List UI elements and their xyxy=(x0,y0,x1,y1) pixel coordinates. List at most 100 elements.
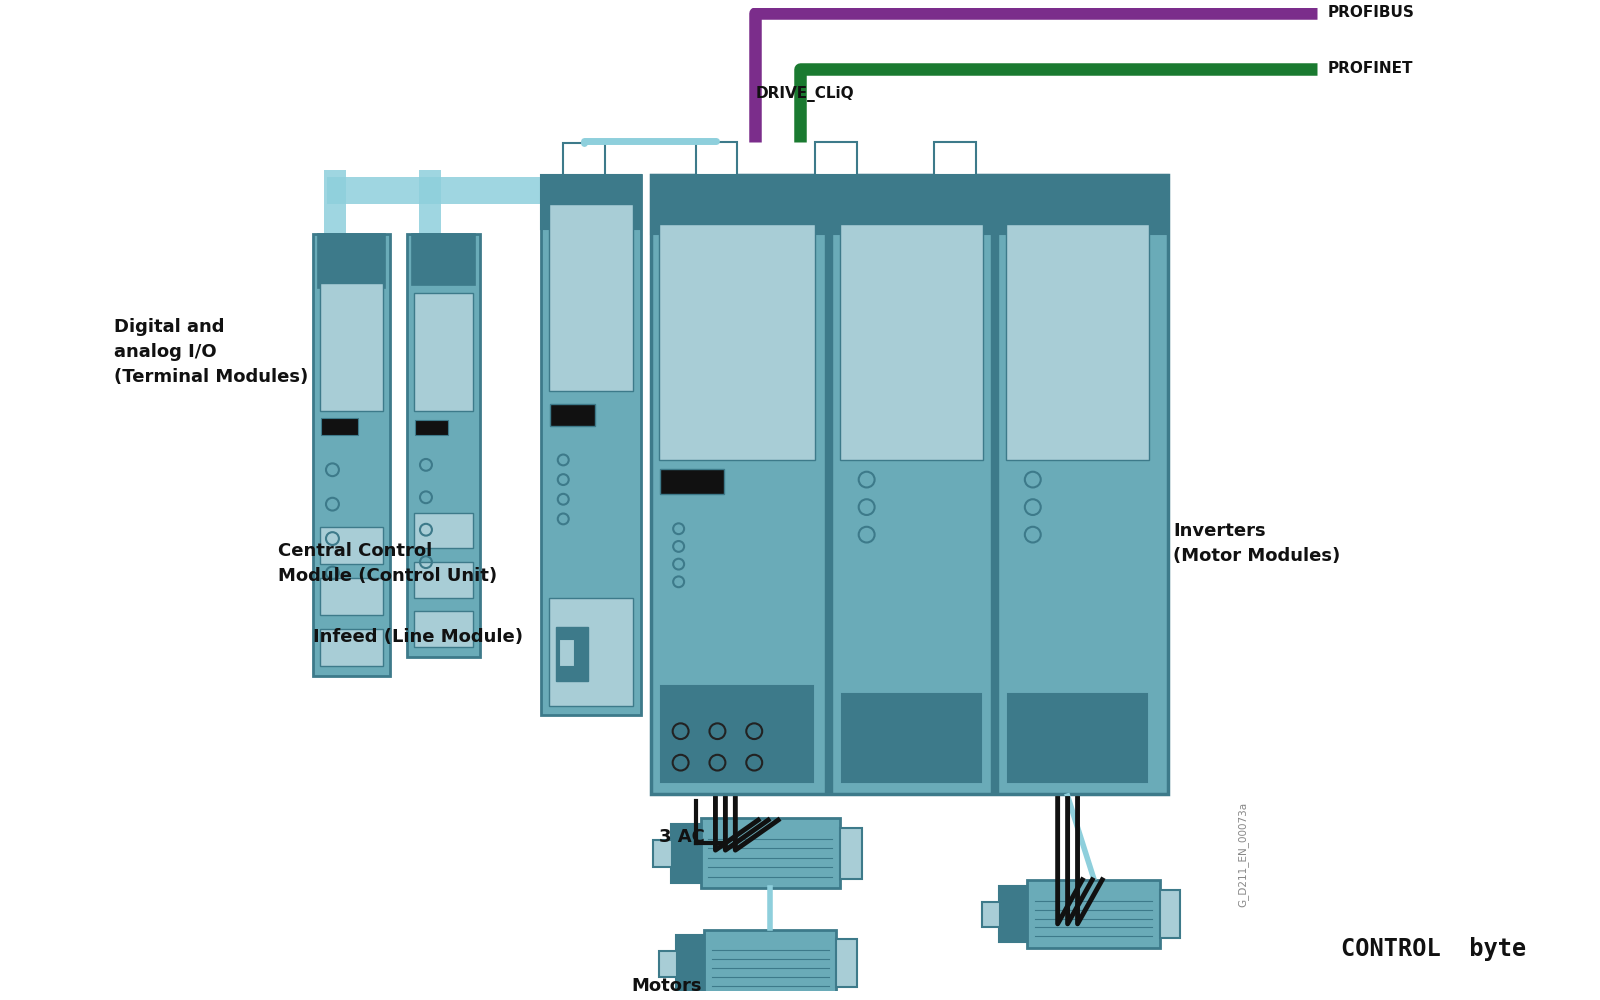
Bar xyxy=(451,234,456,248)
Bar xyxy=(1006,224,1149,460)
Bar xyxy=(675,935,704,991)
Bar xyxy=(837,939,858,987)
Bar xyxy=(982,902,1000,927)
Bar xyxy=(725,175,734,190)
Bar xyxy=(670,824,701,883)
Bar xyxy=(979,175,989,190)
Bar xyxy=(990,175,998,794)
Bar xyxy=(606,175,611,190)
Bar xyxy=(325,170,346,239)
Bar xyxy=(934,142,976,175)
Bar xyxy=(1013,175,1022,190)
Bar xyxy=(414,513,472,548)
Bar xyxy=(840,828,862,879)
Bar xyxy=(1070,175,1080,190)
Bar xyxy=(584,175,589,190)
Bar xyxy=(312,234,390,676)
Bar xyxy=(1002,175,1011,190)
Bar xyxy=(563,143,605,175)
Bar xyxy=(320,629,382,666)
Bar xyxy=(704,930,837,997)
Bar xyxy=(659,951,677,977)
Bar xyxy=(590,175,595,190)
Bar xyxy=(336,234,341,249)
Bar xyxy=(414,420,448,435)
Text: PROFIBUS: PROFIBUS xyxy=(1328,5,1414,20)
Bar xyxy=(368,234,373,249)
Bar xyxy=(1037,175,1046,190)
Bar xyxy=(1008,694,1147,782)
Bar xyxy=(826,175,832,794)
Text: Central Control
Module (Control Unit): Central Control Module (Control Unit) xyxy=(278,542,498,585)
Bar xyxy=(898,175,907,190)
Bar xyxy=(560,639,574,666)
Bar xyxy=(747,175,757,190)
Bar xyxy=(414,234,419,248)
Bar xyxy=(851,175,861,190)
Bar xyxy=(1128,175,1138,190)
Bar xyxy=(541,175,642,715)
Bar xyxy=(576,175,581,190)
Bar xyxy=(320,527,382,564)
Bar xyxy=(814,142,856,175)
Bar xyxy=(550,404,595,426)
Text: 3 AC: 3 AC xyxy=(659,828,704,846)
Bar xyxy=(829,175,838,190)
Bar xyxy=(736,175,746,190)
Bar xyxy=(421,234,427,248)
Bar xyxy=(562,175,566,190)
Bar xyxy=(549,598,634,706)
Bar xyxy=(549,204,634,391)
Bar xyxy=(555,175,560,190)
Bar xyxy=(317,234,386,288)
Text: DRIVE_CLiQ: DRIVE_CLiQ xyxy=(755,86,854,102)
Bar xyxy=(818,175,827,190)
Bar xyxy=(678,175,688,190)
Bar xyxy=(782,175,792,190)
Bar xyxy=(437,234,442,248)
Bar xyxy=(328,234,333,249)
Bar xyxy=(320,234,325,249)
Bar xyxy=(443,234,448,248)
Bar xyxy=(794,175,803,190)
Bar xyxy=(414,611,472,647)
Bar xyxy=(1024,175,1034,190)
Bar xyxy=(651,175,1168,794)
Bar xyxy=(701,818,840,888)
Bar xyxy=(696,142,738,175)
Bar xyxy=(1117,175,1126,190)
Bar xyxy=(598,175,603,190)
Bar xyxy=(656,175,666,190)
Bar xyxy=(909,175,918,190)
Text: G_D211_EN_00073a: G_D211_EN_00073a xyxy=(1237,802,1248,907)
Bar xyxy=(413,234,475,285)
Text: PROFINET: PROFINET xyxy=(1328,61,1413,76)
Bar xyxy=(627,175,632,190)
Bar xyxy=(714,175,723,190)
Bar xyxy=(955,175,965,190)
Bar xyxy=(547,175,552,190)
Bar xyxy=(842,694,981,782)
Bar xyxy=(541,175,642,229)
Bar xyxy=(419,170,442,239)
Bar xyxy=(1027,880,1160,948)
Bar xyxy=(570,175,574,190)
Bar xyxy=(376,234,381,249)
Bar xyxy=(966,175,976,190)
Bar xyxy=(360,234,365,249)
Bar xyxy=(922,175,931,190)
Bar xyxy=(1152,175,1162,190)
Text: CONTROL  byte: CONTROL byte xyxy=(1341,937,1526,961)
Bar xyxy=(840,175,850,190)
Bar xyxy=(621,175,626,190)
Bar xyxy=(875,175,885,190)
Bar xyxy=(414,562,472,598)
Bar xyxy=(1160,890,1181,938)
Bar xyxy=(1141,175,1149,190)
Bar xyxy=(344,234,349,249)
Bar xyxy=(760,175,770,190)
Bar xyxy=(1094,175,1104,190)
Bar xyxy=(1048,175,1058,190)
Text: Inverters
(Motor Modules): Inverters (Motor Modules) xyxy=(1173,522,1341,565)
Bar xyxy=(414,293,472,411)
